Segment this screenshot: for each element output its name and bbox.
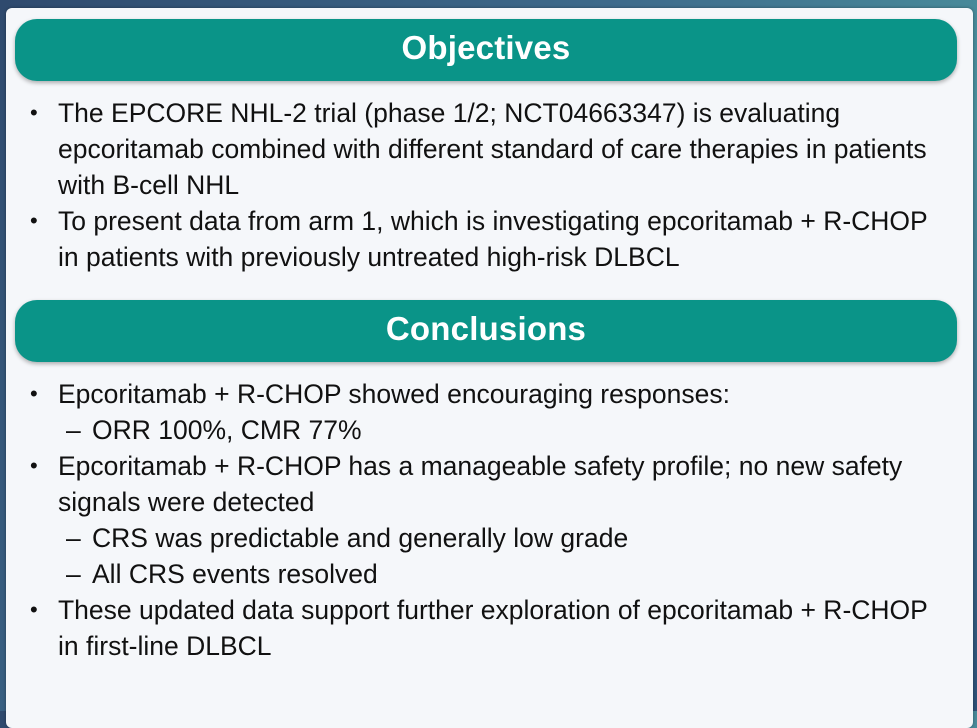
- conclusions-title: Conclusions: [385, 310, 587, 347]
- objective-text: To present data from arm 1, which is inv…: [58, 206, 928, 272]
- conclusion-subitem: – ORR 100%, CMR 77%: [28, 412, 948, 448]
- conclusions-header: Conclusions: [15, 300, 957, 362]
- conclusion-item: • These updated data support further exp…: [28, 592, 948, 664]
- objective-text: The EPCORE NHL-2 trial (phase 1/2; NCT04…: [58, 98, 927, 200]
- conclusion-text: Epcoritamab + R-CHOP has a manageable sa…: [58, 451, 903, 517]
- conclusions-list: • Epcoritamab + R-CHOP showed encouragin…: [28, 376, 948, 664]
- bullet-icon: •: [30, 597, 38, 622]
- conclusion-text: These updated data support further explo…: [58, 595, 928, 661]
- conclusion-subitem: – All CRS events resolved: [28, 556, 948, 592]
- dash-icon: –: [66, 415, 81, 445]
- objectives-header: Objectives: [15, 19, 957, 81]
- objective-item: • The EPCORE NHL-2 trial (phase 1/2; NCT…: [28, 95, 948, 203]
- conclusion-subtext: ORR 100%, CMR 77%: [92, 415, 362, 445]
- dash-icon: –: [66, 559, 81, 589]
- conclusion-subtext: CRS was predictable and generally low gr…: [92, 523, 629, 553]
- objectives-list: • The EPCORE NHL-2 trial (phase 1/2; NCT…: [28, 95, 948, 275]
- objective-item: • To present data from arm 1, which is i…: [28, 203, 948, 275]
- bullet-icon: •: [30, 453, 38, 478]
- conclusion-text: Epcoritamab + R-CHOP showed encouraging …: [58, 379, 730, 409]
- conclusion-item: • Epcoritamab + R-CHOP showed encouragin…: [28, 376, 948, 412]
- dash-icon: –: [66, 523, 81, 553]
- bullet-icon: •: [30, 100, 38, 125]
- conclusion-subitem: – CRS was predictable and generally low …: [28, 520, 948, 556]
- content-panel: [6, 8, 973, 728]
- objectives-title: Objectives: [401, 29, 571, 66]
- bullet-icon: •: [30, 208, 38, 233]
- conclusion-subtext: All CRS events resolved: [92, 559, 378, 589]
- bullet-icon: •: [30, 381, 38, 406]
- conclusion-item: • Epcoritamab + R-CHOP has a manageable …: [28, 448, 948, 520]
